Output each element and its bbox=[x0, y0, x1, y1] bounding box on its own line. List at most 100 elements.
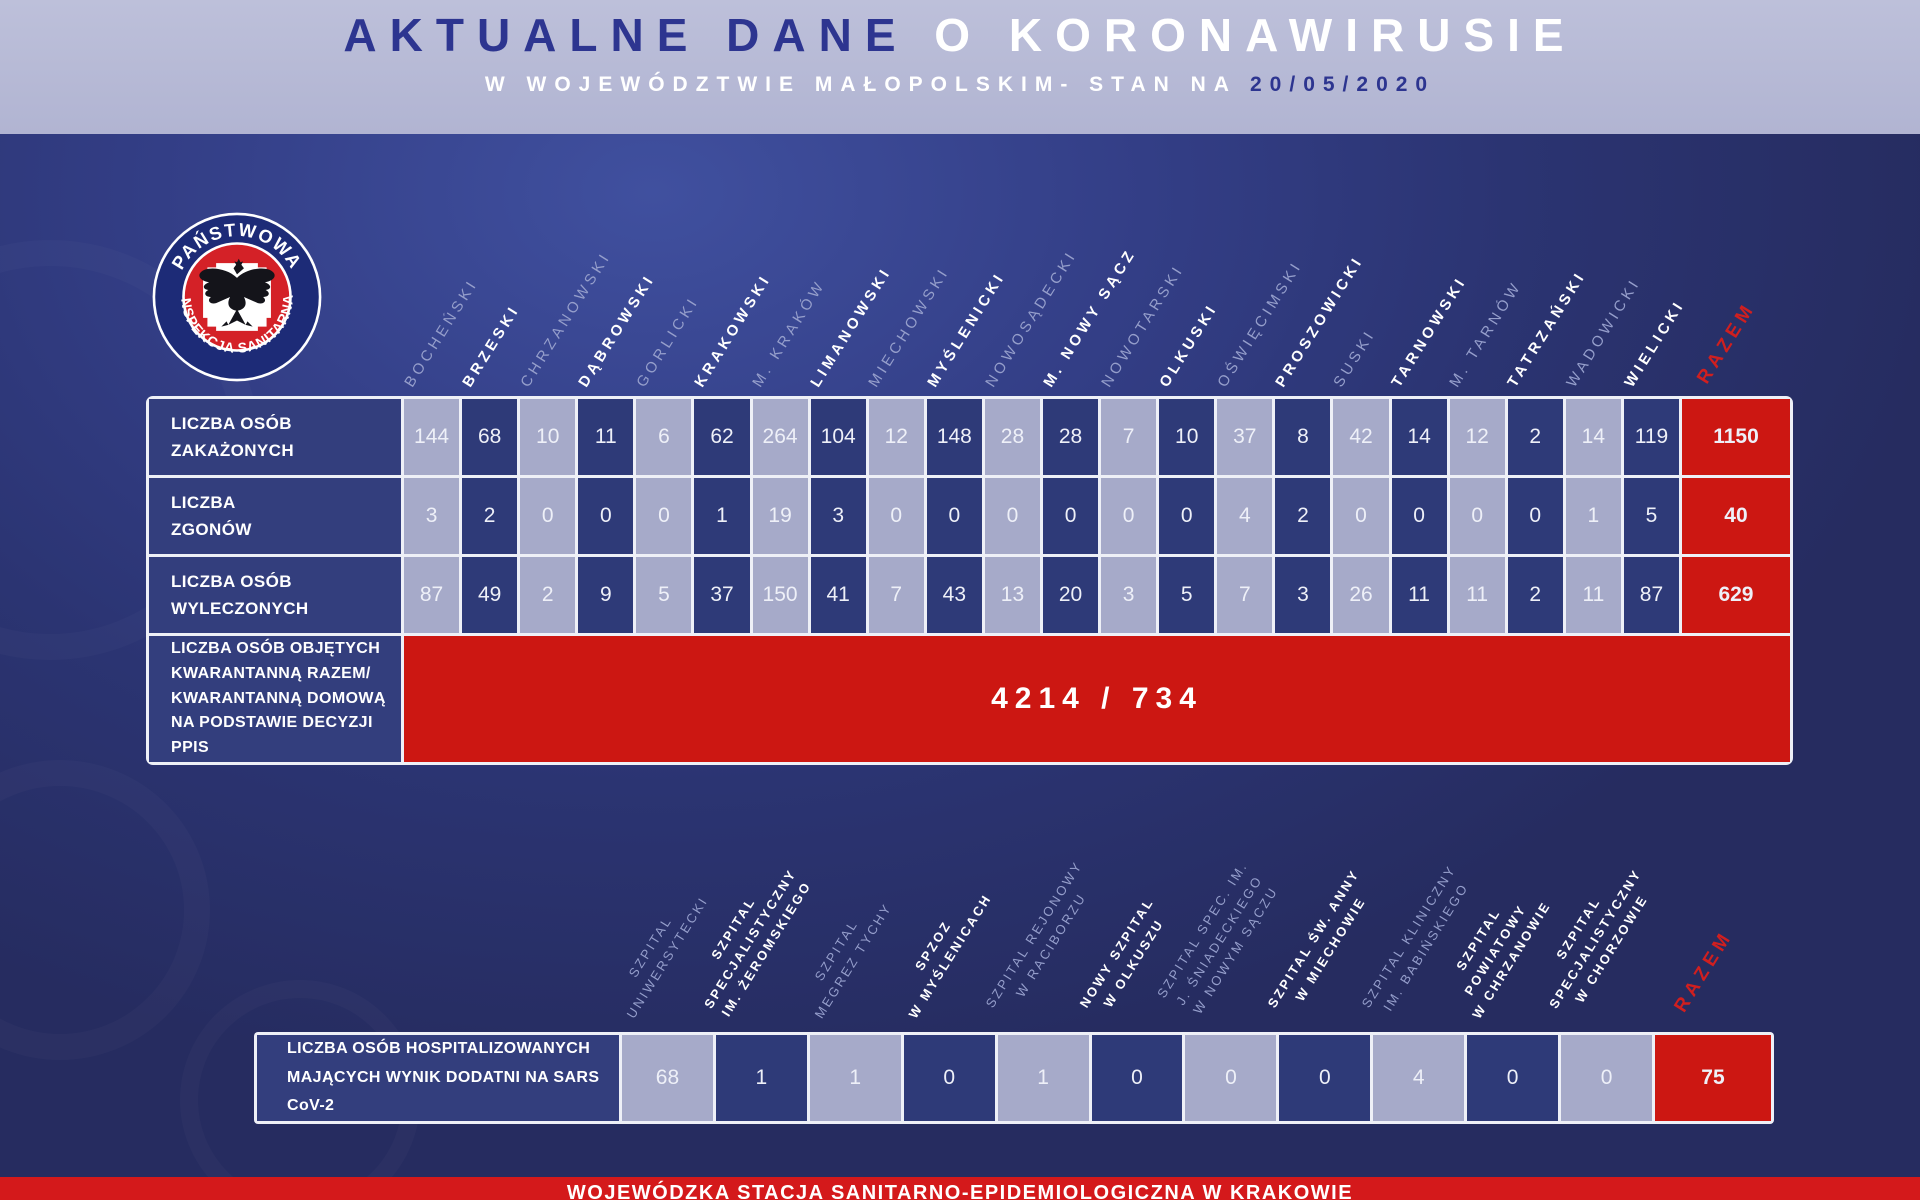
data-cell: 3 bbox=[810, 478, 866, 554]
data-cell: 150 bbox=[752, 557, 808, 633]
data-cell: 10 bbox=[520, 399, 576, 475]
footer-text: WOJEWÓDZKA STACJA SANITARNO-EPIDEMIOLOGI… bbox=[566, 1182, 1354, 1200]
column-header-cell: SZPITAL SPECJALISTYCZNY IM. ŻEROMSKIEGO bbox=[701, 758, 815, 1028]
column-header-cell: TARNOWSKI bbox=[1389, 176, 1471, 394]
data-cell: 87 bbox=[404, 557, 460, 633]
column-header-cell: WADOWICKI bbox=[1563, 176, 1644, 394]
data-cell: 87 bbox=[1623, 557, 1679, 633]
data-cell: 42 bbox=[1333, 399, 1389, 475]
column-header-cell: M. NOWY SĄCZ bbox=[1040, 176, 1139, 394]
column-header-cell: SZPITAL SPECJALISTYCZNY W CHORZOWIE bbox=[1546, 758, 1652, 1028]
data-cell: 14 bbox=[1391, 399, 1447, 475]
data-cell: 20 bbox=[1042, 557, 1099, 633]
data-cell: 62 bbox=[694, 399, 750, 475]
data-cell: 11 bbox=[578, 399, 634, 475]
column-header-cell: OLKUSKI bbox=[1156, 176, 1221, 394]
page-subtitle-text: W WOJEWÓDZTWIE MAŁOPOLSKIM- STAN NA bbox=[484, 72, 1250, 96]
eagle-icon bbox=[199, 258, 275, 327]
column-header-cell: SPZOZ W MYŚLENICACH bbox=[904, 758, 995, 1028]
data-cell: 13 bbox=[984, 557, 1040, 633]
data-cell: 2 bbox=[520, 557, 576, 633]
data-cell: 4 bbox=[1373, 1035, 1465, 1121]
column-header-cell: OŚWIĘCIMSKI bbox=[1214, 176, 1306, 394]
data-cell: 119 bbox=[1623, 399, 1679, 475]
data-cell: 0 bbox=[868, 478, 924, 554]
footer-bar: WOJEWÓDZKA STACJA SANITARNO-EPIDEMIOLOGI… bbox=[0, 1177, 1920, 1200]
data-cell: 0 bbox=[1101, 478, 1157, 554]
data-cell: 5 bbox=[636, 557, 692, 633]
county-table: LICZBA OSÓB ZAKAŻONYCH 144 68 10 11 6 62 264 104… bbox=[146, 396, 1793, 765]
data-cell: 43 bbox=[926, 557, 982, 633]
data-cell: 11 bbox=[1391, 557, 1447, 633]
column-header-cell: BOCHEŃSKI bbox=[401, 176, 481, 394]
data-cell: 0 bbox=[1467, 1035, 1559, 1121]
county-table-header: BOCHEŃSKI BRZESKI CHRZANOWSKI DĄBROWSKI GORL… bbox=[146, 176, 1793, 394]
data-cell: 12 bbox=[1449, 399, 1505, 475]
data-cell: 41 bbox=[810, 557, 866, 633]
data-cell: 9 bbox=[578, 557, 634, 633]
data-cell: 2 bbox=[462, 478, 518, 554]
column-header-cell: SZPITAL SPEC. IM. J. ŚNIADECKIEGO W NOWY… bbox=[1154, 758, 1281, 1028]
data-cell: 3 bbox=[1101, 557, 1157, 633]
data-cell: 11 bbox=[1565, 557, 1621, 633]
column-header-cell: MIECHOWSKI bbox=[866, 176, 954, 394]
data-cell: 19 bbox=[752, 478, 808, 554]
column-header-cell: NOWOTARSKI bbox=[1098, 176, 1187, 394]
column-header-label: WIELICKI bbox=[1620, 297, 1689, 391]
data-cell: 12 bbox=[868, 399, 924, 475]
data-cell: 7 bbox=[1101, 399, 1157, 475]
data-cell: 1 bbox=[809, 1035, 901, 1121]
data-cell: 0 bbox=[1091, 1035, 1183, 1121]
column-header-label: SUSKI bbox=[1330, 326, 1380, 391]
column-header-cell: KRAKOWSKI bbox=[691, 176, 774, 394]
razem-cell: 1150 bbox=[1681, 399, 1790, 475]
row-label: LICZBA ZGONÓW bbox=[149, 478, 401, 554]
data-cell: 1 bbox=[1565, 478, 1621, 554]
data-cell: 6 bbox=[636, 399, 692, 475]
data-cell: 1 bbox=[715, 1035, 807, 1121]
data-cell: 0 bbox=[1185, 1035, 1277, 1121]
column-header-spacer bbox=[149, 176, 401, 394]
data-cell: 0 bbox=[903, 1035, 995, 1121]
column-header-cell: NOWOSĄDECKI bbox=[982, 176, 1080, 394]
data-cell: 8 bbox=[1275, 399, 1331, 475]
page-title-dark: AKTUALNE DANE bbox=[343, 9, 909, 61]
data-cell: 11 bbox=[1449, 557, 1505, 633]
data-cell: 37 bbox=[694, 557, 750, 633]
column-header-cell: PROSZOWICKI bbox=[1272, 176, 1367, 394]
data-cell: 0 bbox=[1561, 1035, 1652, 1121]
data-cell: 2 bbox=[1275, 478, 1331, 554]
row-label: LICZBA OSÓB ZAKAŻONYCH bbox=[149, 399, 401, 475]
column-header-cell: CHRZANOWSKI bbox=[517, 176, 614, 394]
data-cell: 2 bbox=[1507, 399, 1563, 475]
data-cell: 10 bbox=[1159, 399, 1215, 475]
razem-cell: 629 bbox=[1681, 557, 1790, 633]
header-band: AKTUALNE DANE O KORONAWIRUSIE W WOJEWÓDZ… bbox=[0, 0, 1920, 134]
data-cell: 0 bbox=[1391, 478, 1447, 554]
data-cell: 4 bbox=[1217, 478, 1273, 554]
data-cell: 3 bbox=[1275, 557, 1331, 633]
column-header-cell: M. TARNÓW bbox=[1447, 176, 1526, 394]
data-cell: 144 bbox=[404, 399, 460, 475]
hospital-table-header: SZPITAL UNIWERSYTECKI SZPITAL SPECJALISTY… bbox=[254, 758, 1774, 1028]
column-header-cell: MYŚLENICKI bbox=[924, 176, 1009, 394]
column-header-cell: SZPITAL MEGREZ TYCHY bbox=[810, 758, 901, 1028]
data-cell: 0 bbox=[578, 478, 634, 554]
data-cell: 0 bbox=[984, 478, 1040, 554]
data-cell: 1 bbox=[997, 1035, 1089, 1121]
data-cell: 0 bbox=[1333, 478, 1389, 554]
data-cell: 14 bbox=[1565, 399, 1621, 475]
column-header-cell: BRZESKI bbox=[459, 176, 523, 394]
razem-header-label: RAZEM bbox=[1693, 298, 1761, 389]
column-header-cell: M. KRAKÓW bbox=[750, 176, 830, 394]
quarantine-value-cell: 4214 / 734 bbox=[404, 636, 1790, 762]
virus-watermark bbox=[0, 760, 210, 1060]
row-label: LICZBA OSÓB WYLECZONYCH bbox=[149, 557, 401, 633]
data-cell: 49 bbox=[462, 557, 518, 633]
column-header-spacer bbox=[257, 758, 619, 1028]
data-cell: 104 bbox=[810, 399, 866, 475]
column-header-label: SZPITAL MEGREZ TYCHY bbox=[811, 899, 895, 1021]
data-cell: 148 bbox=[926, 399, 982, 475]
data-cell: 0 bbox=[1042, 478, 1099, 554]
